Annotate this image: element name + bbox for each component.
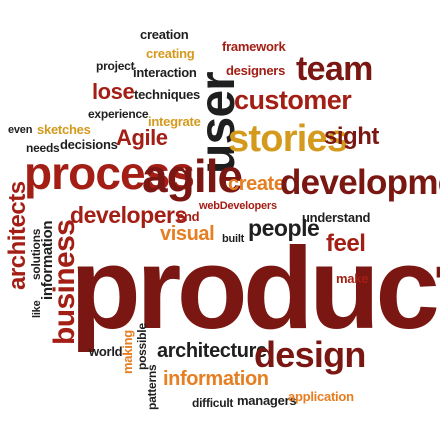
word-make: make [336,271,369,286]
word-team: team [296,50,373,88]
word-integrate: integrate [148,114,201,129]
word-people: people [248,215,320,241]
word-creation: creation [140,27,189,42]
word-techniques: techniques [134,87,201,102]
word-designers: designers [226,63,286,78]
word-framework: framework [222,39,286,54]
word-interaction: interaction [133,65,197,80]
word-end: end [177,209,200,224]
word-lose: lose [92,79,135,104]
word-design: design [254,334,366,375]
word-patterns: patterns [145,364,159,410]
word-needs: needs [26,141,60,155]
word-stories: stories [228,118,348,160]
word-understand: understand [302,210,371,225]
word-like: like [31,300,43,318]
word-information: information [163,368,269,390]
word-difficult: difficult [192,396,234,410]
word-visual: visual [160,223,215,245]
word-creating: creating [146,46,195,61]
word-decisions: decisions [60,137,118,152]
word-sketches: sketches [37,122,91,137]
word-application: application [288,389,354,404]
word-even: even [8,124,33,136]
word-making: making [120,330,135,374]
word-agile: agile [142,150,243,202]
word-product: product [70,223,440,353]
word-world: world [89,344,123,359]
word-feel: feel [326,230,366,257]
word-experience: experience [88,107,149,121]
word-architecture: architecture [157,340,267,362]
word-developers: developers [70,202,187,228]
word-managers: managers [237,393,297,408]
word-customer: customer [234,85,352,115]
word-built: built [222,233,245,245]
word-create: create [228,173,285,195]
word-development: development [280,163,440,202]
word-process: process [24,147,195,199]
word-possible: possible [135,323,149,370]
word-webdevelopers: webDevelopers [199,200,277,212]
word-architects: architects [4,181,31,290]
word-sight: sight [324,123,379,150]
word-agile-capital: Agile [116,125,168,150]
word-project: project [96,59,135,73]
